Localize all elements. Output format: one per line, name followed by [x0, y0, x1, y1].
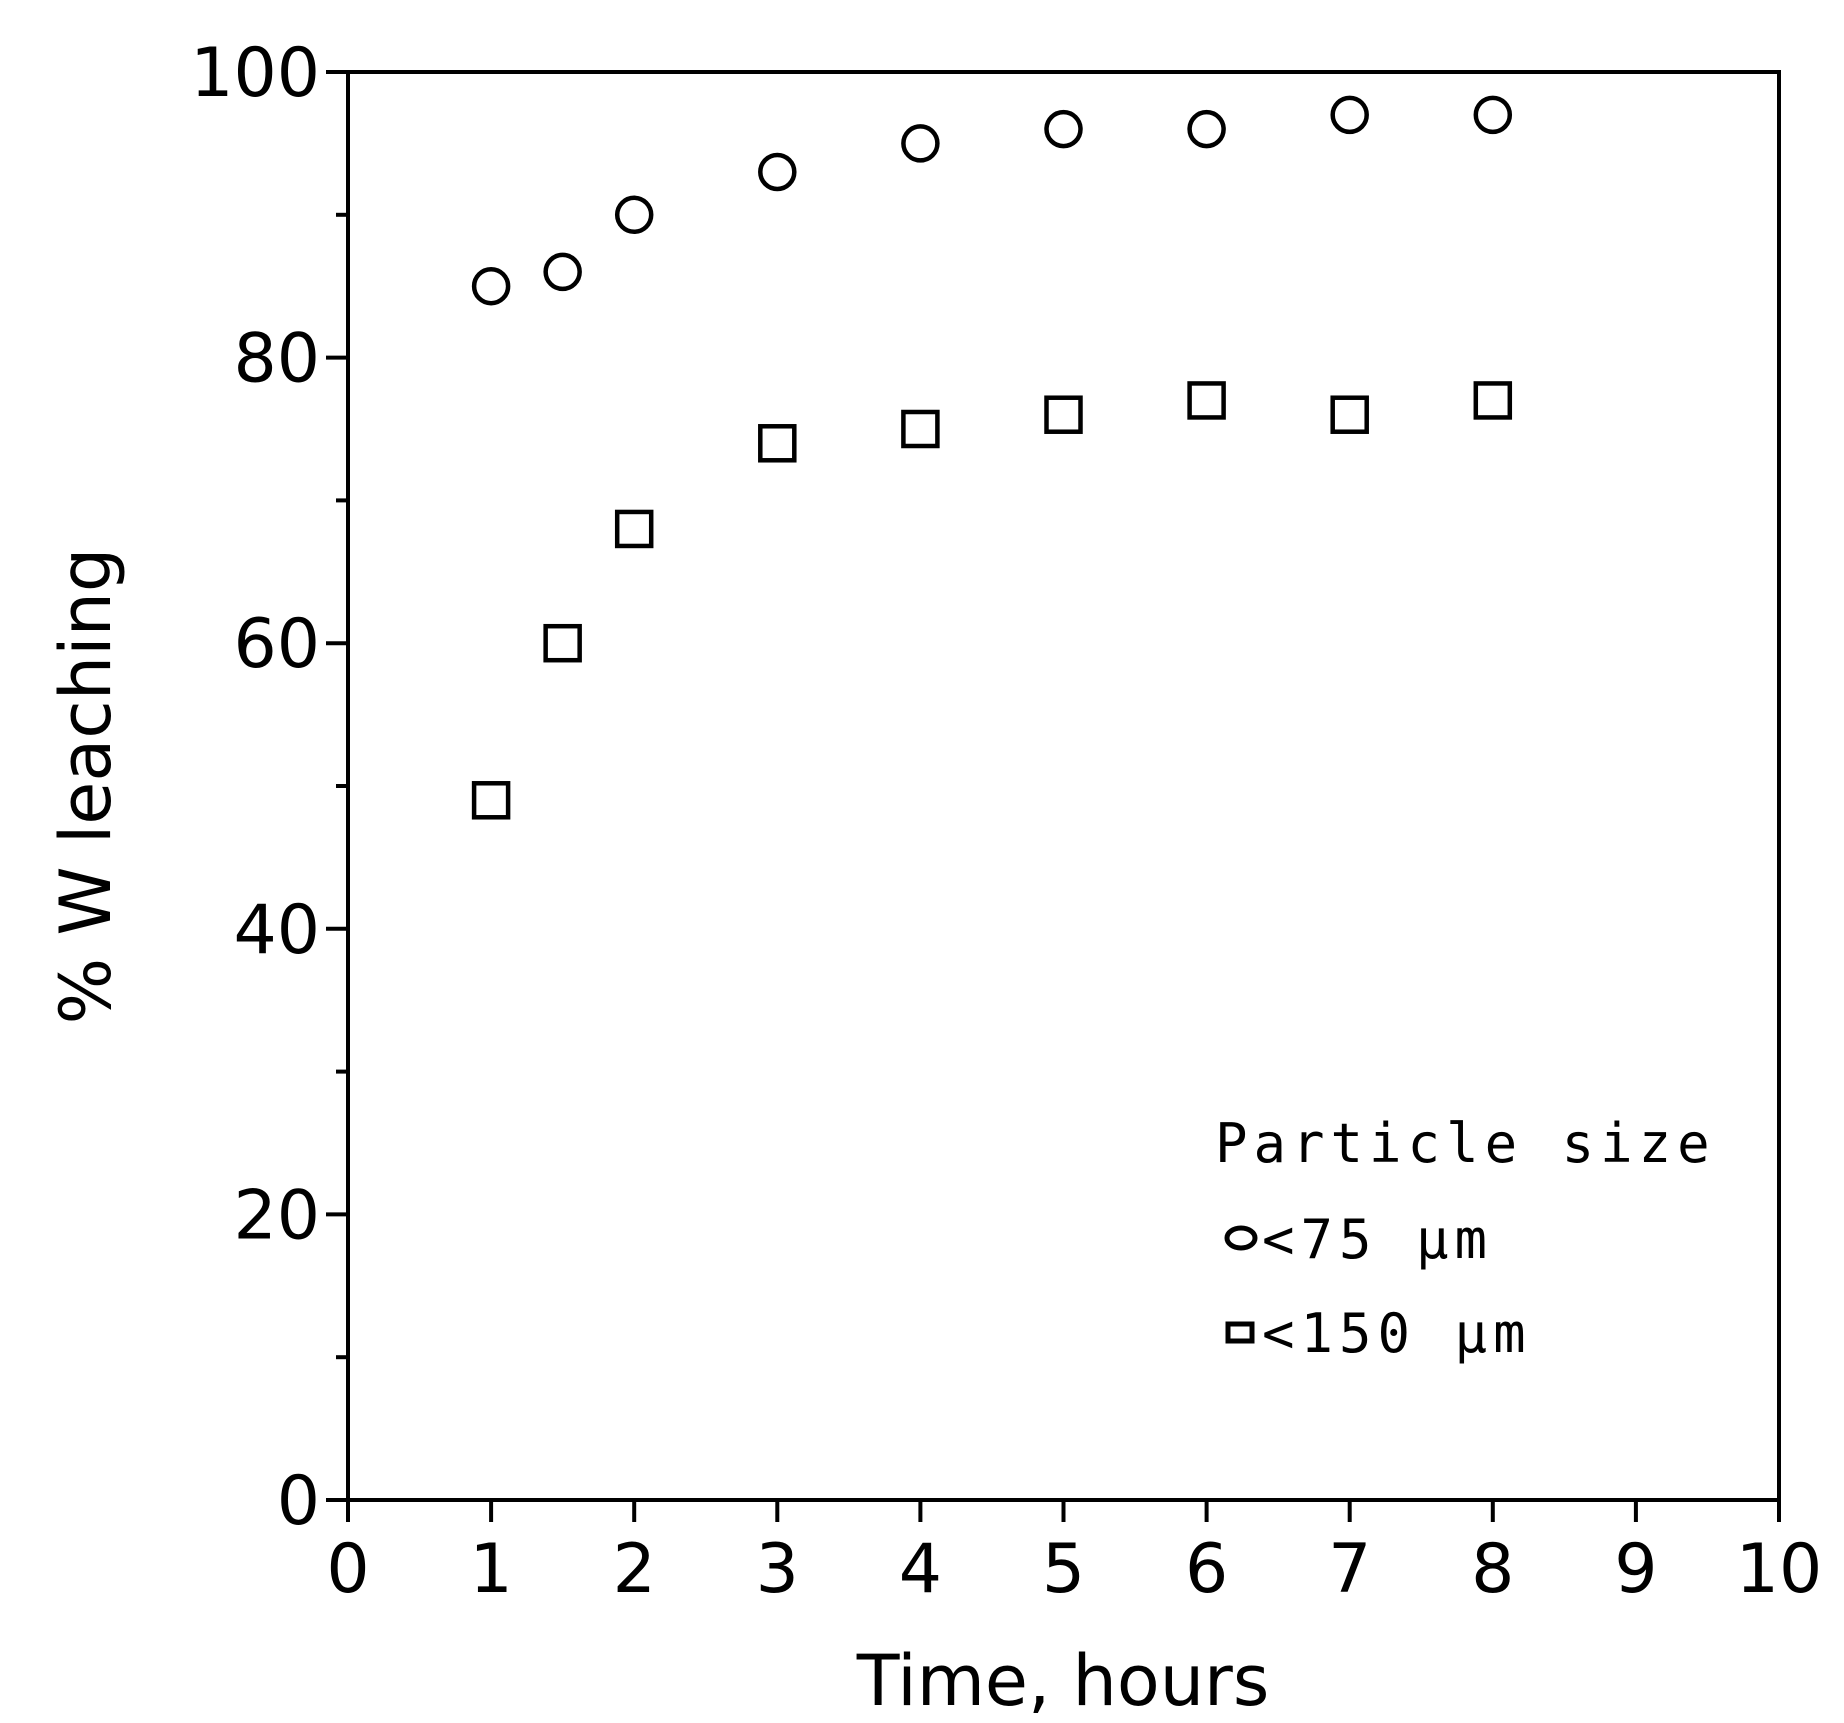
data-markers [471, 95, 1513, 820]
circle-data-point [614, 195, 654, 235]
x-axis-title: Time, hours [856, 1640, 1270, 1722]
y-tick-label: 80 [233, 320, 320, 399]
legend-entry-1: <75 µm [1262, 1208, 1493, 1271]
square-data-point [1044, 395, 1083, 434]
x-tick-label: 7 [1328, 1530, 1371, 1609]
axis-ticks [326, 70, 1781, 1522]
circle-data-point [1330, 95, 1369, 135]
square-data-point [1330, 395, 1369, 434]
circle-data-point [1187, 109, 1226, 149]
square-data-point [901, 409, 940, 449]
y-tick-label: 100 [190, 34, 320, 113]
x-tick-label: 1 [469, 1530, 512, 1609]
y-tick-label: 0 [277, 1462, 320, 1541]
circle-data-point [471, 266, 511, 306]
y-tick-label: 20 [233, 1176, 320, 1255]
x-tick-label: 4 [899, 1530, 942, 1609]
legend-circle-marker [1224, 1225, 1258, 1251]
y-axis-title: % W leaching [45, 548, 127, 1025]
circle-data-point [1044, 109, 1083, 149]
plot-frame [346, 70, 1781, 1502]
circle-data-point [1473, 95, 1513, 135]
square-data-point [758, 424, 797, 463]
square-data-point [1473, 381, 1513, 420]
legend-entry-2: <150 µm [1262, 1302, 1532, 1365]
square-data-point [543, 623, 582, 663]
x-tick-label: 9 [1614, 1530, 1657, 1609]
circle-data-point [901, 124, 940, 163]
x-tick-label: 5 [1042, 1530, 1085, 1609]
y-tick-label: 60 [233, 605, 320, 684]
x-tick-label: 6 [1185, 1530, 1228, 1609]
legend: Particle size <75 µm <150 µm [1215, 1112, 1716, 1365]
x-tick-label: 0 [326, 1530, 369, 1609]
y-tick-label: 40 [233, 891, 320, 970]
legend-square-marker [1225, 1321, 1255, 1344]
legend-title: Particle size [1215, 1112, 1716, 1175]
square-data-point [1187, 381, 1226, 420]
x-tick-label: 8 [1471, 1530, 1514, 1609]
circle-data-point [543, 252, 582, 292]
x-tick-label: 10 [1736, 1530, 1823, 1609]
square-data-point [471, 781, 511, 820]
square-data-point [614, 509, 654, 549]
circle-data-point [758, 152, 797, 192]
x-tick-label: 2 [613, 1530, 656, 1609]
x-tick-label: 3 [756, 1530, 799, 1609]
